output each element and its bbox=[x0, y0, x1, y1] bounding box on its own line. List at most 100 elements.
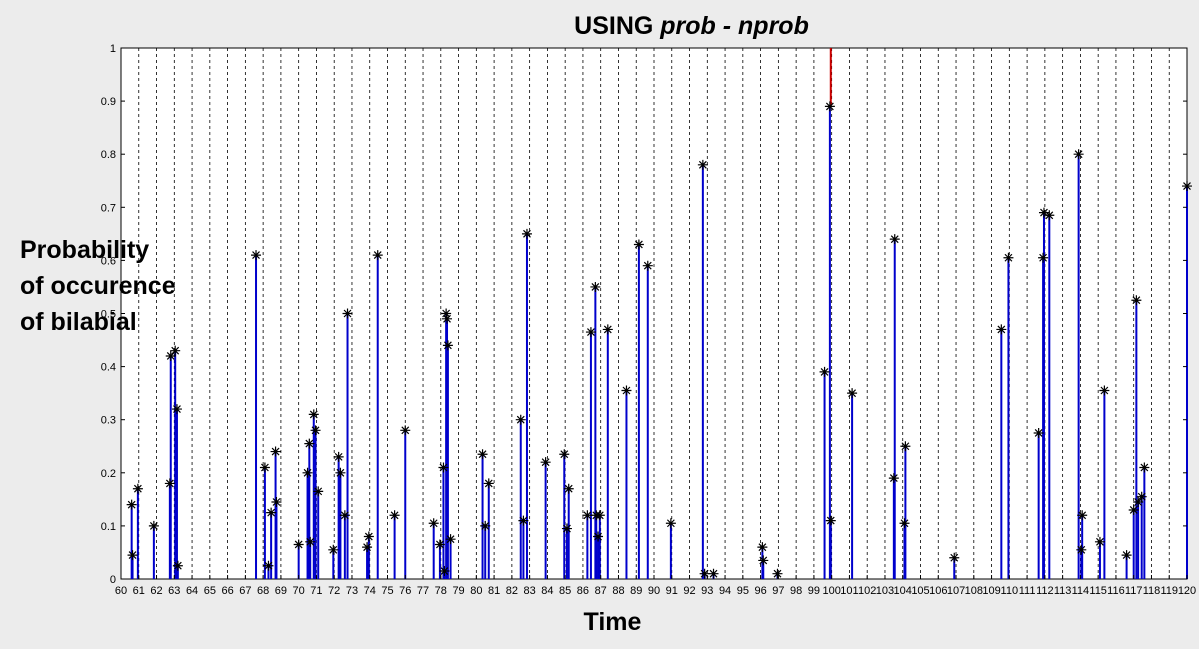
asterisk-marker bbox=[389, 510, 400, 521]
y-tick-label: 0.6 bbox=[101, 255, 116, 267]
asterisk-marker bbox=[339, 510, 350, 521]
asterisk-marker bbox=[1128, 504, 1139, 515]
asterisk-marker bbox=[442, 313, 453, 324]
asterisk-marker bbox=[335, 467, 346, 478]
asterisk-marker bbox=[563, 483, 574, 494]
x-tick-label: 63 bbox=[168, 585, 180, 597]
asterisk-marker bbox=[328, 544, 339, 555]
asterisk-marker bbox=[304, 438, 315, 449]
asterisk-marker bbox=[642, 260, 653, 271]
asterisk-marker bbox=[372, 250, 383, 261]
x-tick-label: 104 bbox=[894, 585, 912, 597]
y-tick-label: 1 bbox=[110, 43, 116, 55]
asterisk-marker bbox=[483, 478, 494, 489]
asterisk-marker bbox=[302, 467, 313, 478]
asterisk-marker bbox=[593, 531, 604, 542]
y-tick-label: 0.1 bbox=[101, 521, 116, 533]
asterisk-marker bbox=[585, 327, 596, 338]
x-tick-label: 101 bbox=[840, 585, 858, 597]
asterisk-marker bbox=[900, 441, 911, 452]
asterisk-marker bbox=[825, 515, 836, 526]
asterisk-marker bbox=[480, 520, 491, 531]
asterisk-marker bbox=[819, 366, 830, 377]
asterisk-marker bbox=[590, 281, 601, 292]
asterisk-marker bbox=[445, 534, 456, 545]
x-tick-label: 78 bbox=[435, 585, 447, 597]
x-tick-label: 112 bbox=[1036, 585, 1054, 597]
x-tick-label: 110 bbox=[1001, 585, 1019, 597]
asterisk-marker bbox=[559, 449, 570, 460]
asterisk-marker bbox=[266, 507, 277, 518]
x-tick-label: 66 bbox=[221, 585, 233, 597]
x-tick-label: 109 bbox=[982, 585, 1000, 597]
asterisk-marker bbox=[515, 414, 526, 425]
x-tick-label: 92 bbox=[683, 585, 695, 597]
x-tick-label: 72 bbox=[328, 585, 340, 597]
asterisk-marker bbox=[561, 523, 572, 534]
y-axis-label-line: of bilabial bbox=[20, 308, 137, 336]
asterisk-marker bbox=[1133, 497, 1144, 508]
x-tick-label: 68 bbox=[257, 585, 269, 597]
asterisk-marker bbox=[1073, 149, 1084, 160]
asterisk-marker bbox=[363, 531, 374, 542]
y-tick-label: 0.8 bbox=[101, 149, 116, 161]
chart-title: USING prob - nprob bbox=[574, 12, 809, 40]
x-tick-label: 74 bbox=[364, 585, 376, 597]
x-tick-label: 75 bbox=[381, 585, 393, 597]
x-tick-label: 111 bbox=[1019, 585, 1036, 597]
asterisk-marker bbox=[1094, 536, 1105, 547]
asterisk-marker bbox=[310, 425, 321, 436]
x-tick-label: 67 bbox=[239, 585, 251, 597]
asterisk-marker bbox=[899, 518, 910, 529]
x-tick-label: 105 bbox=[911, 585, 929, 597]
asterisk-marker bbox=[263, 560, 274, 571]
x-tick-label: 102 bbox=[858, 585, 876, 597]
asterisk-marker bbox=[1033, 427, 1044, 438]
asterisk-marker bbox=[441, 308, 452, 319]
x-tick-label: 115 bbox=[1089, 585, 1107, 597]
asterisk-marker bbox=[293, 539, 304, 550]
asterisk-marker bbox=[342, 308, 353, 319]
x-tick-label: 99 bbox=[808, 585, 820, 597]
x-tick-label: 108 bbox=[965, 585, 983, 597]
x-tick-label: 62 bbox=[150, 585, 162, 597]
x-tick-label: 71 bbox=[310, 585, 322, 597]
asterisk-marker bbox=[442, 340, 453, 351]
y-tick-label: 0.2 bbox=[101, 468, 116, 480]
asterisk-marker bbox=[132, 483, 143, 494]
x-tick-label: 106 bbox=[929, 585, 947, 597]
x-tick-label: 95 bbox=[737, 585, 749, 597]
asterisk-marker bbox=[772, 568, 783, 579]
x-tick-label: 87 bbox=[595, 585, 607, 597]
asterisk-marker bbox=[313, 486, 324, 497]
asterisk-marker bbox=[540, 457, 551, 468]
asterisk-marker bbox=[270, 446, 281, 457]
asterisk-marker bbox=[757, 542, 768, 553]
x-tick-label: 89 bbox=[630, 585, 642, 597]
asterisk-marker bbox=[1003, 252, 1014, 263]
asterisk-marker bbox=[362, 542, 373, 553]
x-tick-label: 70 bbox=[293, 585, 305, 597]
asterisk-marker bbox=[428, 518, 439, 529]
x-tick-label: 88 bbox=[612, 585, 624, 597]
x-tick-label: 82 bbox=[506, 585, 518, 597]
x-tick-label: 91 bbox=[666, 585, 678, 597]
asterisk-marker bbox=[602, 324, 613, 335]
asterisk-marker bbox=[847, 388, 858, 399]
x-tick-label: 103 bbox=[876, 585, 894, 597]
y-axis-label: Probability of occurence of bilabial bbox=[20, 232, 176, 340]
asterisk-marker bbox=[621, 385, 632, 396]
asterisk-marker bbox=[439, 566, 450, 577]
y-axis-label-line: Probability bbox=[20, 236, 150, 264]
x-tick-label: 120 bbox=[1178, 585, 1196, 597]
x-tick-label: 86 bbox=[577, 585, 589, 597]
asterisk-marker bbox=[582, 510, 593, 521]
x-axis-label: Time bbox=[583, 608, 642, 636]
asterisk-marker bbox=[1099, 385, 1110, 396]
asterisk-marker bbox=[400, 425, 411, 436]
asterisk-marker bbox=[1121, 550, 1132, 561]
asterisk-marker bbox=[305, 536, 316, 547]
asterisk-marker bbox=[1038, 207, 1049, 218]
asterisk-marker bbox=[308, 409, 319, 420]
